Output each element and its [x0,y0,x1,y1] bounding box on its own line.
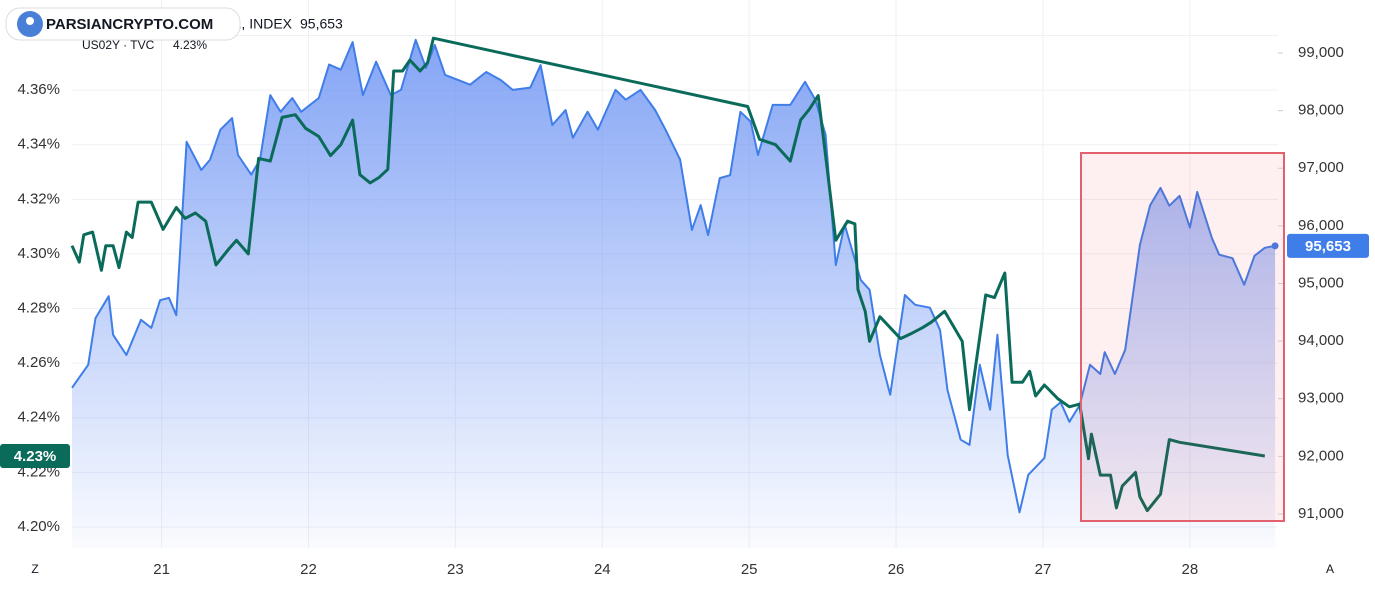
legend-name: US02Y · TVC [82,38,155,52]
y-tick-label: 4.24% [17,409,60,426]
x-tick-label: 22 [300,561,317,578]
line [70,36,1266,513]
y2-tick-label: 98,000 [1298,102,1344,119]
y2-tick-label: 91,000 [1298,505,1344,522]
x-tick-label: 23 [447,561,464,578]
logo-box [5,7,241,41]
corner-label: A [1326,562,1334,576]
y-tick-label: 4.34% [17,136,60,153]
y2-tick-label: 99,000 [1298,44,1344,61]
corner-label: Z [31,562,38,576]
y-tick-label: 4.36% [17,81,60,98]
x-tick-label: 25 [741,561,758,578]
logo-icon-dot [26,17,34,25]
highlight-box [1080,152,1285,522]
y2-tick-label: 94,000 [1298,332,1344,349]
value-badge [1287,233,1369,258]
y-tick-label: 4.28% [17,300,60,317]
area [72,39,1276,549]
y-tick-label: 4.30% [17,245,60,262]
y2-tick-label: 93,000 [1298,390,1344,407]
legend-value: 4.23% [173,38,207,52]
logo-text: PARSIANCRYPTO.COM [46,16,213,33]
y2-tick-label: 92,000 [1298,447,1344,464]
x-tick-label: 24 [594,561,611,578]
y-tick-label: 4.32% [17,190,60,207]
x-tick-label: 28 [1182,561,1199,578]
x-tick-label: 21 [153,561,170,578]
y2-tick-label: 95,000 [1298,274,1344,291]
logo: PARSIANCRYPTO.COM [5,7,241,41]
x-tick-label: 26 [888,561,905,578]
y2-tick-label: 97,000 [1298,159,1344,176]
legend-value: 95,653 [300,16,343,32]
y-tick-label: 4.20% [17,518,60,535]
x-tick-label: 27 [1035,561,1052,578]
y-tick-label: 4.26% [17,354,60,371]
value-badge-label: 95,653 [1305,238,1351,255]
last-point [1271,242,1279,250]
value-badge-label: 4.23% [14,448,57,465]
value-badge [0,443,70,468]
y2-tick-label: 96,000 [1298,217,1344,234]
